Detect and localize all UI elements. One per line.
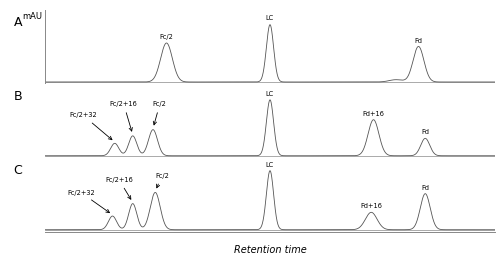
Text: Fc/2: Fc/2 [153,101,166,125]
Text: Retention time: Retention time [234,245,306,255]
Text: Fd+16: Fd+16 [362,111,384,117]
Text: B: B [14,90,22,103]
Text: Fc/2: Fc/2 [160,34,173,40]
Text: Fc/2: Fc/2 [155,173,169,188]
Text: LC: LC [266,162,274,167]
Text: A: A [14,16,22,29]
Text: Fc/2+16: Fc/2+16 [106,177,133,199]
Text: Fd: Fd [421,184,429,191]
Text: LC: LC [266,15,274,21]
Text: LC: LC [266,91,274,97]
Text: Fd: Fd [421,129,429,135]
Text: Fc/2+32: Fc/2+32 [70,112,112,140]
Text: Fd: Fd [414,38,422,44]
Text: Fc/2+16: Fc/2+16 [110,101,138,131]
Text: Fd+16: Fd+16 [360,203,382,209]
Text: C: C [14,164,22,177]
Text: mAU: mAU [22,12,42,21]
Text: Fc/2+32: Fc/2+32 [67,190,110,213]
